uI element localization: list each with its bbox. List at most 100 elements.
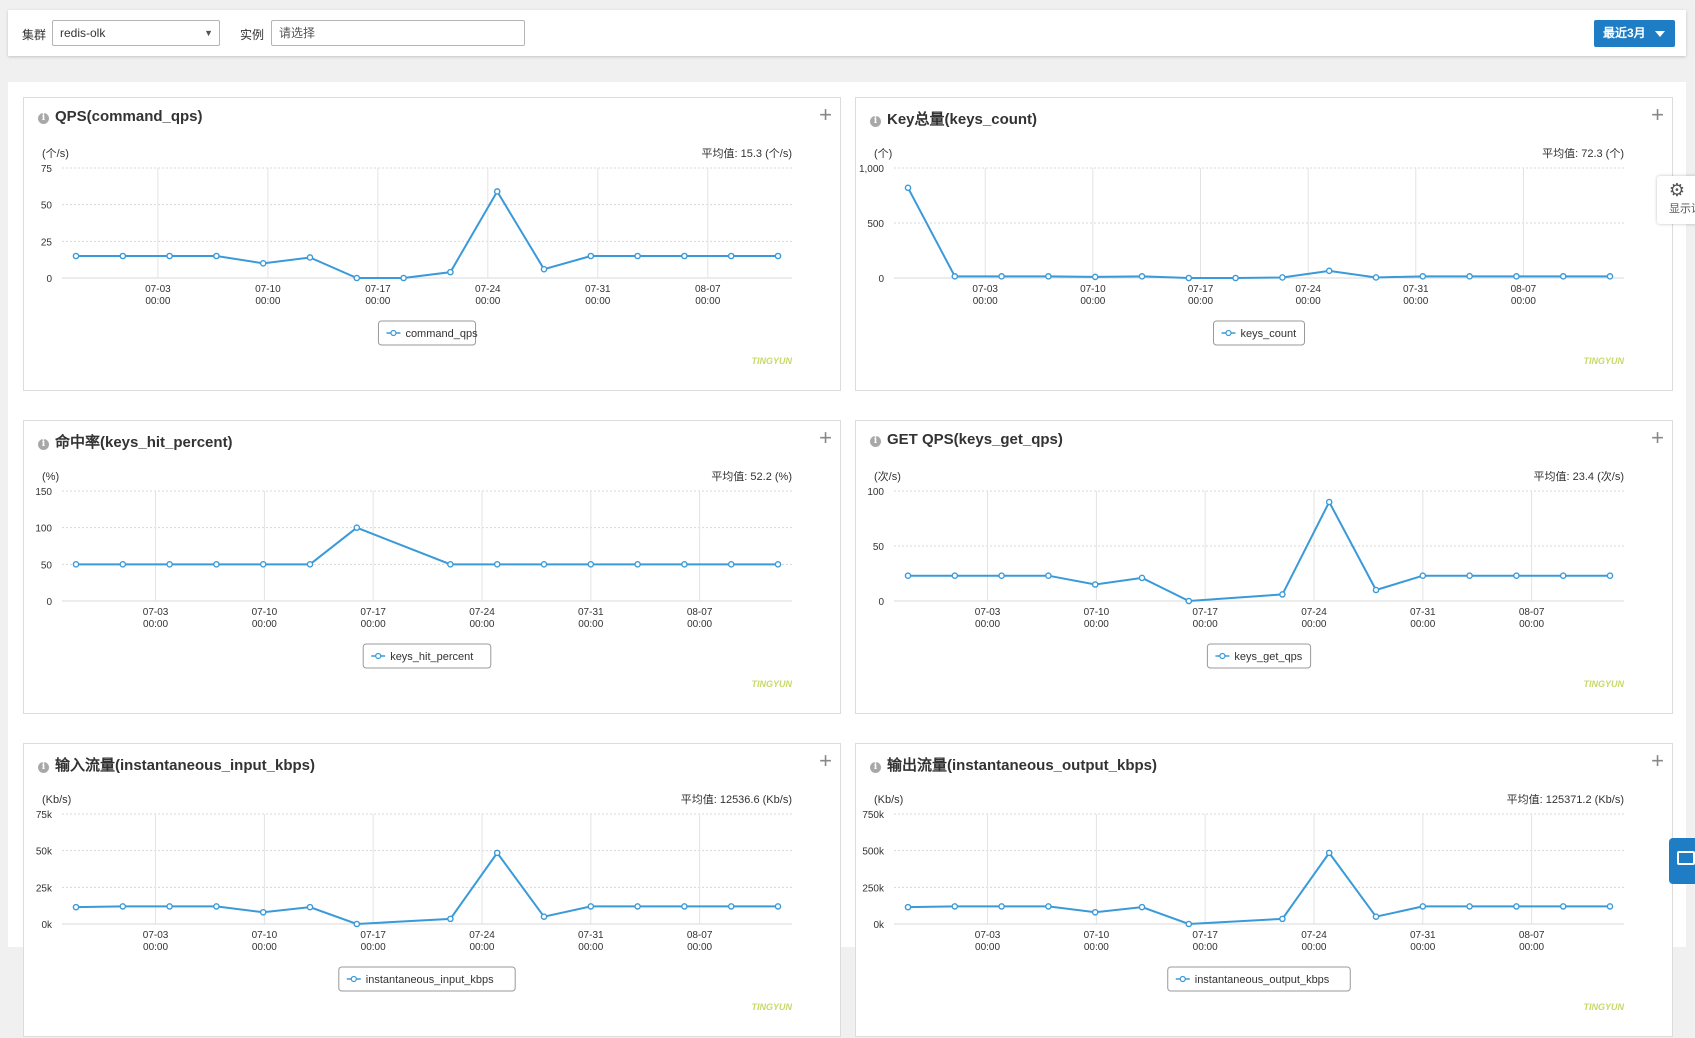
data-point[interactable] [1138,574,1146,582]
data-point[interactable] [951,903,959,910]
add-icon[interactable]: + [819,425,832,450]
data-point[interactable] [259,260,267,267]
data-point[interactable] [681,252,688,260]
data-point[interactable] [213,561,220,568]
data-point[interactable] [1185,920,1193,928]
data-point[interactable] [119,252,127,260]
data-point[interactable] [306,903,314,911]
data-point[interactable] [774,903,782,910]
data-point[interactable] [306,254,314,261]
data-point[interactable] [213,252,220,260]
data-point[interactable] [72,561,80,568]
info-icon[interactable]: i [38,113,49,124]
data-point[interactable] [1513,273,1520,280]
data-point[interactable] [1559,572,1567,579]
data-point[interactable] [1559,903,1567,910]
legend-item[interactable]: keys_get_qps [1206,643,1312,669]
data-point[interactable] [72,252,80,260]
data-point[interactable] [774,252,782,260]
data-point[interactable] [447,268,454,276]
data-point[interactable] [1185,274,1193,282]
data-point[interactable] [1045,903,1052,910]
data-point[interactable] [1045,273,1052,280]
data-point[interactable] [1606,273,1614,280]
data-point[interactable] [447,561,454,568]
add-icon[interactable]: + [1651,425,1664,450]
data-point[interactable] [166,903,173,910]
data-point[interactable] [1419,273,1427,280]
time-range-button[interactable]: 最近3月 [1594,20,1675,47]
data-point[interactable] [119,903,127,910]
data-point[interactable] [1606,572,1614,579]
data-point[interactable] [904,903,912,911]
data-point[interactable] [166,252,173,260]
data-point[interactable] [1419,572,1427,579]
data-point[interactable] [540,265,548,273]
data-point[interactable] [540,913,548,920]
data-point[interactable] [259,908,267,916]
data-point[interactable] [727,561,735,568]
data-point[interactable] [951,273,959,280]
data-point[interactable] [998,903,1005,910]
data-point[interactable] [306,561,314,568]
data-point[interactable] [540,561,548,568]
data-point[interactable] [774,561,782,568]
data-point[interactable] [1513,572,1520,579]
data-point[interactable] [1466,572,1473,579]
data-point[interactable] [1372,274,1380,281]
data-point[interactable] [1606,903,1614,910]
data-point[interactable] [1466,273,1473,280]
data-point[interactable] [493,188,501,195]
data-point[interactable] [634,903,641,910]
data-point[interactable] [1419,903,1427,910]
data-point[interactable] [1325,498,1333,506]
display-settings-tab[interactable]: ⚙ 显示设置 [1657,176,1695,224]
legend-item[interactable]: instantaneous_output_kbps [1167,966,1351,992]
data-point[interactable] [447,915,454,923]
add-icon[interactable]: + [1651,102,1664,127]
data-point[interactable] [727,252,735,260]
data-point[interactable] [353,524,361,531]
data-point[interactable] [1325,267,1333,275]
add-icon[interactable]: + [819,748,832,773]
data-point[interactable] [1232,274,1239,282]
legend-item[interactable]: keys_count [1213,320,1305,346]
data-point[interactable] [727,903,735,910]
info-icon[interactable]: i [38,762,49,773]
data-point[interactable] [353,274,361,282]
data-point[interactable] [587,252,595,260]
data-point[interactable] [1091,581,1099,588]
data-point[interactable] [400,274,407,282]
instance-input[interactable] [271,20,525,46]
data-point[interactable] [998,572,1005,579]
legend-item[interactable]: keys_hit_percent [362,643,492,669]
data-point[interactable] [951,572,959,579]
data-point[interactable] [72,903,80,911]
data-point[interactable] [634,252,641,260]
legend-item[interactable]: command_qps [377,320,478,346]
info-icon[interactable]: i [870,762,881,773]
add-icon[interactable]: + [819,102,832,127]
data-point[interactable] [1138,273,1146,280]
data-point[interactable] [493,561,501,568]
cluster-select[interactable]: redis-olk ▼ [52,20,220,46]
data-point[interactable] [1325,849,1333,857]
data-point[interactable] [904,572,912,579]
legend-item[interactable]: instantaneous_input_kbps [338,966,516,992]
data-point[interactable] [904,184,912,192]
data-point[interactable] [1559,273,1567,280]
data-point[interactable] [1138,903,1146,911]
add-icon[interactable]: + [1651,748,1664,773]
data-point[interactable] [1279,591,1286,598]
data-point[interactable] [353,920,361,928]
data-point[interactable] [1372,586,1380,594]
data-point[interactable] [1091,908,1099,916]
data-point[interactable] [1372,913,1380,920]
data-point[interactable] [1466,903,1473,910]
data-point[interactable] [587,903,595,910]
data-point[interactable] [1279,274,1286,281]
data-point[interactable] [681,561,688,568]
data-point[interactable] [166,561,173,568]
data-point[interactable] [634,561,641,568]
data-point[interactable] [1045,572,1052,579]
